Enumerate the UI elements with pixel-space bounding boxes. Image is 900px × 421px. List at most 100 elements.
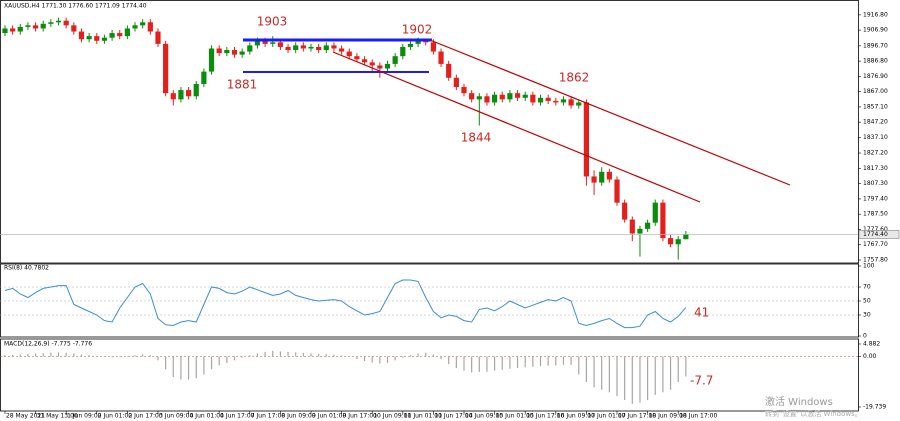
macd-bar xyxy=(486,356,488,372)
annotation: 1862 xyxy=(559,71,590,85)
macd-bar xyxy=(126,355,128,357)
candle-body xyxy=(308,46,314,49)
y-tick-label: 0.00 xyxy=(863,353,877,360)
macd-bar xyxy=(509,356,511,369)
y-tick-label: 1867.00 xyxy=(863,88,888,95)
y-tick-label: 4.882 xyxy=(863,341,880,348)
macd-bar xyxy=(241,356,243,358)
candle-body xyxy=(400,46,406,57)
macd-bar xyxy=(264,351,266,357)
x-tick-label: 18 Jun 17:00 xyxy=(679,413,717,420)
macd-bar xyxy=(639,356,641,403)
candle-body xyxy=(32,25,39,29)
macd-bar xyxy=(394,356,396,361)
macd-bar xyxy=(119,356,121,358)
macd-bar xyxy=(409,355,412,357)
candle-body xyxy=(629,219,635,234)
candle-body xyxy=(262,40,268,44)
macd-bar xyxy=(203,356,205,375)
candle-body xyxy=(193,83,199,97)
annotation: 1903 xyxy=(257,15,288,29)
candle-body xyxy=(78,31,85,40)
candle-body xyxy=(55,20,62,23)
annotation: 41 xyxy=(694,306,709,320)
candle-body xyxy=(216,48,222,54)
macd-bar xyxy=(608,356,610,393)
chart-title: MACD(12,26,9) -7.775 -7.776 xyxy=(4,341,92,348)
macd-bar xyxy=(210,356,213,370)
candle-body xyxy=(530,94,536,103)
macd-bar xyxy=(172,356,174,377)
x-tick-label: 2 Jun 01:00 xyxy=(98,413,132,420)
candle-body xyxy=(270,42,276,44)
y-tick-label: 1787.50 xyxy=(863,211,888,218)
x-tick-label: 3 Jun 09:00 xyxy=(159,413,193,420)
macd-bar xyxy=(142,354,144,357)
macd-bar xyxy=(478,356,480,372)
x-tick-label: 11 Jun 01:00 xyxy=(404,413,442,420)
macd-bar xyxy=(669,356,672,390)
macd-bar xyxy=(440,356,442,360)
macd-bar xyxy=(302,352,304,357)
candle-body xyxy=(553,100,559,103)
x-tick-label: 17 Jun 01:00 xyxy=(587,413,625,420)
macd-bar xyxy=(654,356,656,395)
macd-bar xyxy=(432,354,434,357)
y-tick-label: 0 xyxy=(863,333,867,340)
macd-bar xyxy=(272,350,274,357)
macd-bar xyxy=(356,356,358,360)
candle-body xyxy=(591,176,597,183)
main-panel-frame xyxy=(0,0,859,264)
macd-bar xyxy=(463,356,465,371)
candle-body xyxy=(469,93,475,100)
macd-bar xyxy=(50,352,52,357)
x-tick-label: 4 Jun 01:00 xyxy=(190,413,224,420)
candle-body xyxy=(231,50,238,55)
candle-body xyxy=(170,93,176,100)
candle-body xyxy=(415,39,421,44)
candle-body xyxy=(614,179,620,203)
candle-body xyxy=(599,171,605,183)
macd-bar xyxy=(96,355,98,357)
x-tick-label: 9 Jun 01:00 xyxy=(312,413,346,420)
candle-body xyxy=(338,48,345,52)
x-tick-label: 9 Jun 17:00 xyxy=(343,413,377,420)
y-tick-label: 1777.60 xyxy=(863,226,888,233)
y-tick-label: 1857.10 xyxy=(863,103,888,110)
macd-bar xyxy=(501,356,503,370)
macd-bar xyxy=(532,356,534,367)
x-tick-label: 18 Jun 09:00 xyxy=(649,413,687,420)
rsi-panel-frame xyxy=(0,263,859,338)
candle-body xyxy=(71,25,77,32)
macd-bar xyxy=(27,353,29,357)
y-tick-label: 1896.70 xyxy=(863,42,888,49)
y-tick-label: 1797.40 xyxy=(863,195,888,202)
candle-body xyxy=(568,99,574,106)
candle-body xyxy=(224,50,230,54)
candle-body xyxy=(354,56,360,60)
candle-body xyxy=(293,45,299,51)
candle-body xyxy=(208,48,215,72)
candle-body xyxy=(446,63,452,78)
candle-body xyxy=(369,62,375,66)
y-tick-label: 1847.20 xyxy=(863,119,888,126)
x-tick-label: 4 Jun 17:00 xyxy=(220,413,254,420)
macd-bar xyxy=(279,351,281,357)
macd-bar xyxy=(379,356,381,364)
macd-bar xyxy=(103,356,106,358)
candle-body xyxy=(247,45,253,52)
macd-bar xyxy=(249,355,251,357)
candle-body xyxy=(63,20,69,26)
macd-bar xyxy=(65,352,67,357)
macd-bar xyxy=(624,356,626,400)
macd-bar xyxy=(631,356,633,404)
y-tick-label: 30 xyxy=(863,312,871,319)
y-tick-label: 1916.80 xyxy=(863,11,888,18)
y-tick-label: 1837.10 xyxy=(863,134,888,141)
x-tick-label: 7 Jun 17:00 xyxy=(251,413,285,420)
macd-bar xyxy=(417,353,419,357)
candle-body xyxy=(499,94,505,100)
candle-body xyxy=(132,25,138,29)
macd-bar xyxy=(226,356,228,363)
